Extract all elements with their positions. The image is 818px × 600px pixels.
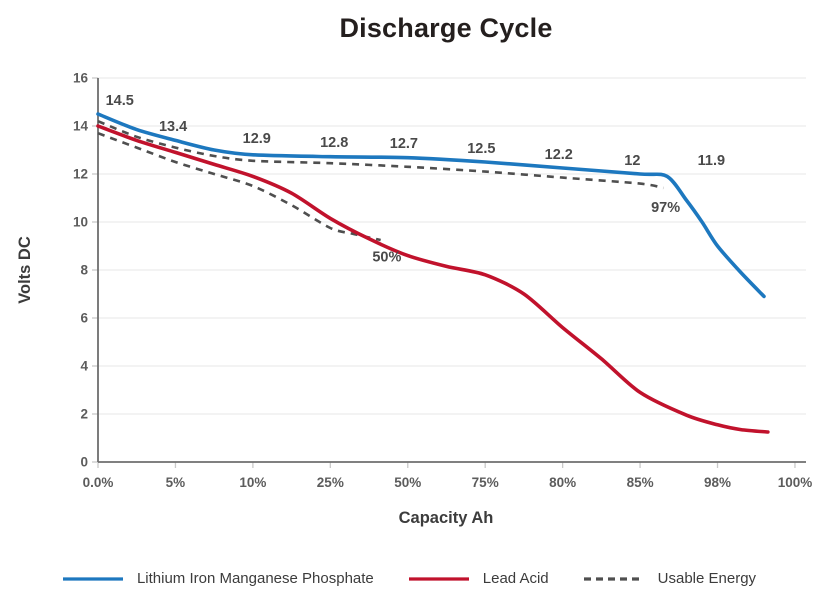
- y-axis-title: Volts DC: [16, 236, 34, 304]
- data-label: 12.9: [243, 131, 271, 147]
- y-tick-label: 6: [80, 311, 88, 326]
- x-tick-label: 98%: [704, 475, 731, 490]
- y-tick-label: 2: [80, 407, 88, 422]
- data-label: 13.4: [159, 119, 187, 135]
- data-label: 14.5: [106, 93, 134, 109]
- y-tick-label: 12: [73, 167, 88, 182]
- x-tick-label: 10%: [239, 475, 266, 490]
- legend-label: Usable Energy: [657, 570, 757, 587]
- annotation: 97%: [651, 200, 680, 216]
- x-tick-label: 5%: [166, 475, 186, 490]
- discharge-cycle-chart: 0 2 4 6 8 10 12 14 16 0.0% 5% 10% 25% 50% 75% 80% 85% 98%…: [16, 71, 813, 528]
- x-tick-label: 0.0%: [83, 475, 114, 490]
- legend-label: Lithium Iron Manganese Phosphate: [136, 570, 374, 587]
- x-tick-label: 85%: [627, 475, 654, 490]
- series-line-lead-acid: [96, 124, 770, 434]
- legend-line-swatch-icon: [583, 576, 644, 581]
- data-label: 12: [624, 153, 640, 169]
- legend-item-usable-energy: Usable Energy: [583, 570, 756, 587]
- series-line-lithium-iron-manganese-phosphate: [96, 112, 766, 299]
- y-tick-label: 0: [80, 455, 88, 470]
- legend-item-lead-acid: Lead Acid: [408, 570, 549, 587]
- chart-title: Discharge Cycle: [339, 13, 553, 43]
- x-tick-label: 75%: [472, 475, 499, 490]
- data-label: 12.7: [390, 136, 418, 152]
- series-line-usable-energy: [97, 131, 381, 242]
- legend-label: Lead Acid: [482, 570, 549, 587]
- legend-item-lithium-iron-manganese-phosphate: Lithium Iron Manganese Phosphate: [62, 570, 374, 587]
- y-tick-label: 4: [80, 359, 88, 374]
- chart-legend: Lithium Iron Manganese Phosphate Lead Aci…: [0, 570, 818, 587]
- y-tick-label: 10: [73, 215, 88, 230]
- x-axis-title: Capacity Ah: [399, 509, 494, 527]
- annotation: 50%: [372, 250, 401, 266]
- data-label: 12.5: [467, 141, 495, 157]
- x-tick-label: 25%: [317, 475, 344, 490]
- data-label: 11.9: [698, 153, 725, 169]
- legend-line-swatch-icon: [408, 576, 469, 581]
- data-label: 12.2: [545, 147, 573, 163]
- x-tick-label: 100%: [778, 475, 813, 490]
- y-tick-label: 8: [80, 263, 88, 278]
- x-tick-label: 50%: [394, 475, 421, 490]
- x-tick-label: 80%: [549, 475, 576, 490]
- data-label: 12.8: [320, 135, 348, 151]
- legend-line-swatch-icon: [62, 576, 123, 581]
- y-tick-label: 14: [73, 119, 89, 134]
- y-tick-label: 16: [73, 71, 89, 86]
